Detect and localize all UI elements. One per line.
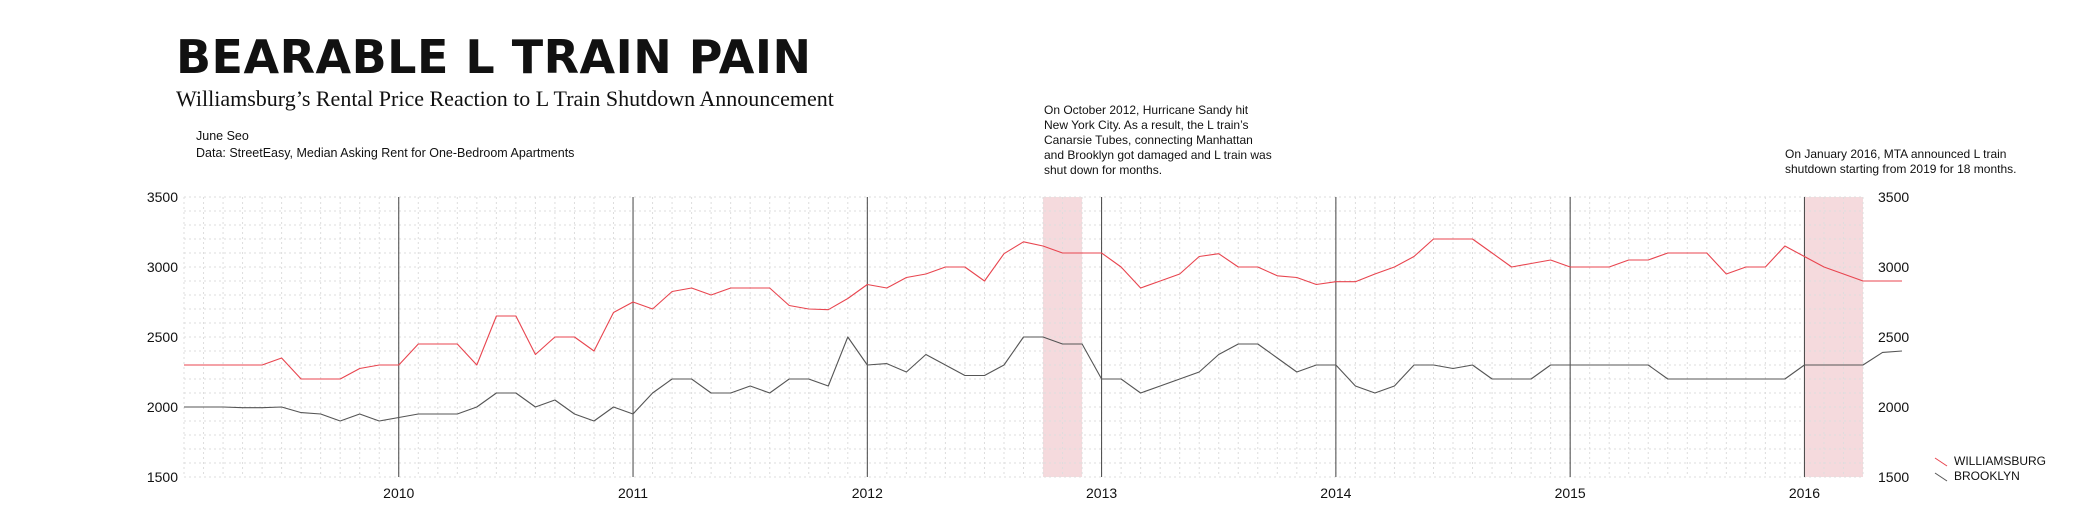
- y-tick-label-right: 3500: [1878, 189, 1909, 205]
- brooklyn-swatch-icon: [1934, 472, 1948, 481]
- y-tick-label-right: 2500: [1878, 329, 1909, 345]
- legend-item-williamsburg: WILLIAMSBURG: [1934, 454, 2046, 469]
- x-tick-label-2011: 2011: [618, 485, 648, 501]
- annotation-shutdown-announcement: On January 2016, MTA announced L train s…: [1785, 147, 2017, 176]
- x-tick-label-2012: 2012: [852, 485, 883, 501]
- author: June Seo: [196, 129, 249, 143]
- annotation-hurricane-sandy: On October 2012, Hurricane Sandy hit New…: [1044, 103, 1272, 177]
- y-tick-label-right: 2000: [1878, 399, 1909, 415]
- williamsburg-swatch-icon: [1934, 457, 1948, 466]
- chart-subtitle: Williamsburg’s Rental Price Reaction to …: [176, 86, 834, 111]
- series-line-williamsburg: [184, 238, 1902, 380]
- byline: June Seo Data: StreetEasy, Median Asking…: [196, 128, 574, 162]
- y-tick-label-left: 3500: [147, 189, 178, 205]
- y-tick-label-left: 3000: [147, 259, 178, 275]
- y-tick-label-left: 2000: [147, 399, 178, 415]
- x-tick-label-2015: 2015: [1555, 485, 1586, 501]
- x-tick-label-2013: 2013: [1086, 485, 1117, 501]
- y-tick-label-left: 2500: [147, 329, 178, 345]
- x-tick-label-2014: 2014: [1320, 485, 1351, 501]
- series-line-brooklyn: [184, 336, 1903, 422]
- x-tick-label-2016: 2016: [1789, 485, 1820, 501]
- legend-label-brooklyn: BROOKLYN: [1954, 469, 2020, 483]
- y-tick-label-right: 1500: [1878, 469, 1909, 485]
- legend-label-williamsburg: WILLIAMSBURG: [1954, 454, 2047, 468]
- legend: WILLIAMSBURG BROOKLYN: [1934, 454, 2046, 484]
- x-tick-label-2010: 2010: [383, 485, 414, 501]
- legend-item-brooklyn: BROOKLYN: [1934, 469, 2046, 484]
- data-source: Data: StreetEasy, Median Asking Rent for…: [196, 146, 575, 160]
- y-tick-label-left: 1500: [147, 469, 178, 485]
- y-tick-label-right: 3000: [1878, 259, 1909, 275]
- chart-title: BEARABLE L TRAIN PAIN: [176, 30, 812, 84]
